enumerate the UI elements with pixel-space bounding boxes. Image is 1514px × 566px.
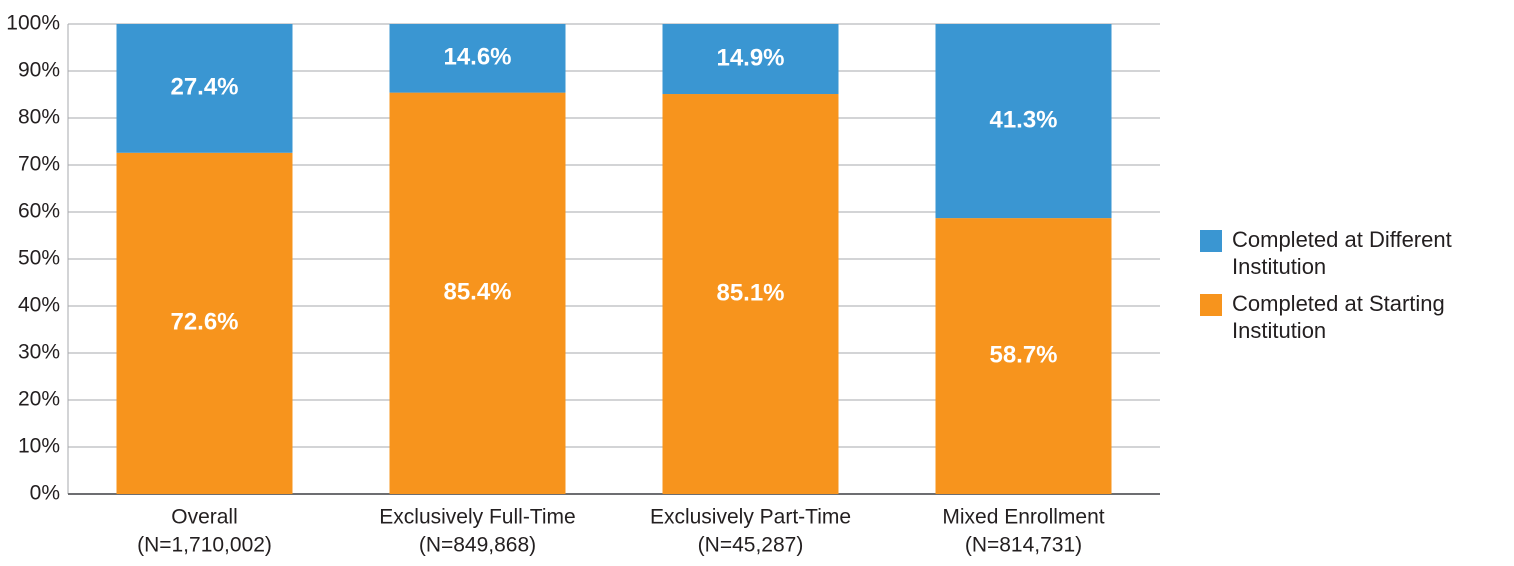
legend-swatch xyxy=(1200,230,1222,252)
legend-label: Completed at Different Institution xyxy=(1232,227,1452,279)
x-tick-note: (N=849,868) xyxy=(419,534,536,557)
x-tick-label: Exclusively Full-Time xyxy=(379,506,575,529)
bar-segment xyxy=(389,24,566,93)
x-tick-label: Exclusively Part-Time xyxy=(650,506,851,529)
x-tick-note: (N=814,731) xyxy=(965,534,1082,557)
value-label: 85.1% xyxy=(716,279,784,306)
legend: Completed at Different Institution Comple… xyxy=(1200,226,1510,354)
x-tick-note: (N=45,287) xyxy=(698,534,804,557)
y-tick-label: 90% xyxy=(18,59,60,82)
legend-label: Completed at Starting Institution xyxy=(1232,291,1445,343)
legend-item: Completed at Different Institution xyxy=(1200,226,1510,280)
value-label: 72.6% xyxy=(170,309,238,336)
y-tick-label: 80% xyxy=(18,106,60,129)
bar-segment xyxy=(116,24,293,153)
y-tick-label: 20% xyxy=(18,388,60,411)
legend-swatch xyxy=(1200,294,1222,316)
y-tick-label: 70% xyxy=(18,153,60,176)
x-tick-label: Overall xyxy=(171,506,238,529)
legend-item: Completed at Starting Institution xyxy=(1200,290,1510,344)
bar-segment xyxy=(662,94,839,494)
y-tick-label: 0% xyxy=(30,482,60,505)
y-tick-label: 10% xyxy=(18,435,60,458)
value-label: 41.3% xyxy=(989,106,1057,133)
bar-segment xyxy=(935,24,1112,219)
value-label: 27.4% xyxy=(170,74,238,101)
bar-segment xyxy=(662,24,839,95)
y-tick-label: 100% xyxy=(6,12,60,35)
y-tick-label: 60% xyxy=(18,200,60,223)
x-tick-label: Mixed Enrollment xyxy=(942,506,1104,529)
y-tick-label: 50% xyxy=(18,247,60,270)
value-label: 14.9% xyxy=(716,44,784,71)
bar-segment xyxy=(389,92,566,495)
x-tick-note: (N=1,710,002) xyxy=(137,534,272,557)
bar-segment xyxy=(935,218,1112,495)
y-tick-label: 30% xyxy=(18,341,60,364)
value-label: 14.6% xyxy=(443,44,511,71)
bar-segment xyxy=(116,152,293,494)
value-label: 58.7% xyxy=(989,341,1057,368)
y-tick-label: 40% xyxy=(18,294,60,317)
value-label: 85.4% xyxy=(443,279,511,306)
